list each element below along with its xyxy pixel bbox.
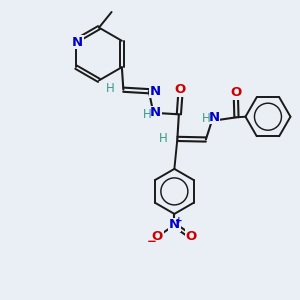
Text: N: N [149, 85, 161, 98]
Text: N: N [72, 36, 83, 49]
Text: O: O [186, 230, 197, 243]
Text: H: H [142, 108, 151, 121]
Text: O: O [152, 230, 163, 243]
Text: H: H [202, 112, 211, 125]
Text: +: + [175, 216, 182, 225]
Text: H: H [106, 82, 114, 95]
Text: −: − [146, 235, 156, 248]
Text: N: N [150, 106, 161, 119]
Text: N: N [169, 218, 180, 232]
Text: N: N [209, 111, 220, 124]
Text: O: O [230, 86, 242, 99]
Text: H: H [159, 131, 167, 145]
Text: O: O [175, 83, 186, 96]
